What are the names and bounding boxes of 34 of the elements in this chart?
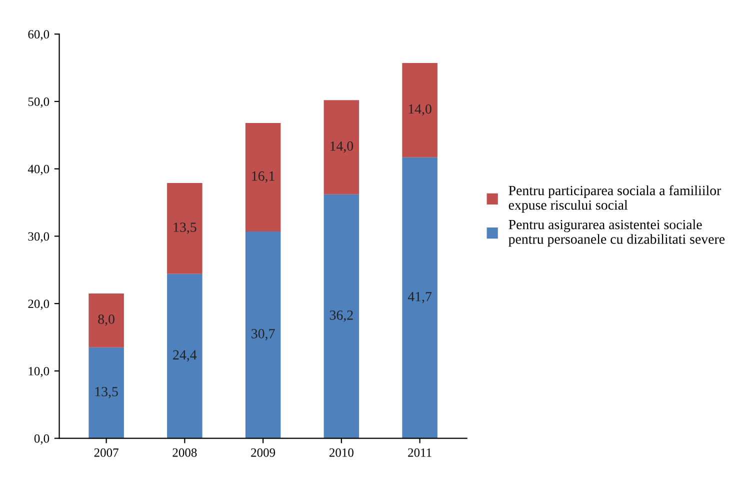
y-tick-label: 50,0 (28, 97, 50, 108)
x-tick-label: 2010 (329, 448, 354, 457)
y-tick-label: 20,0 (28, 300, 50, 310)
legend-label: Pentru participarea sociala a familiilor expuse riscului social (508, 185, 722, 213)
data-label: 41,7 (408, 292, 432, 304)
data-label: 14,0 (408, 104, 432, 116)
bar (88, 293, 124, 348)
data-label: 14,0 (330, 141, 354, 153)
data-label: 30,7 (252, 328, 275, 340)
bar (245, 231, 281, 438)
y-tick-label: 40,0 (28, 164, 50, 176)
y-tick-label: 0,0 (34, 434, 50, 445)
bar (324, 194, 360, 438)
x-tick-label: 2009 (251, 448, 276, 457)
legend-label: Pentru asigurarea asistentei sociale pentru persoanele cu dizabilitati severe (508, 220, 725, 247)
data-label: 8,0 (98, 314, 114, 326)
data-label: 13,5 (95, 386, 118, 398)
data-label: 13,5 (174, 222, 196, 234)
x-tick-label: 2011 (408, 448, 432, 457)
y-tick-label: 10,0 (28, 366, 50, 378)
data-label: 24,4 (173, 350, 197, 362)
bar (167, 182, 202, 274)
bar (402, 63, 438, 158)
bar (245, 123, 281, 232)
data-label: 16,1 (252, 171, 274, 183)
data-label: 36,2 (330, 310, 353, 322)
bar (88, 347, 124, 438)
x-tick-label: 2008 (172, 448, 197, 457)
x-tick-label: 2007 (94, 448, 118, 457)
y-tick-label: 30,0 (28, 232, 50, 242)
bar (324, 100, 360, 194)
y-tick-label: 60,0 (28, 30, 50, 40)
bar (402, 157, 438, 438)
bar (167, 274, 202, 438)
